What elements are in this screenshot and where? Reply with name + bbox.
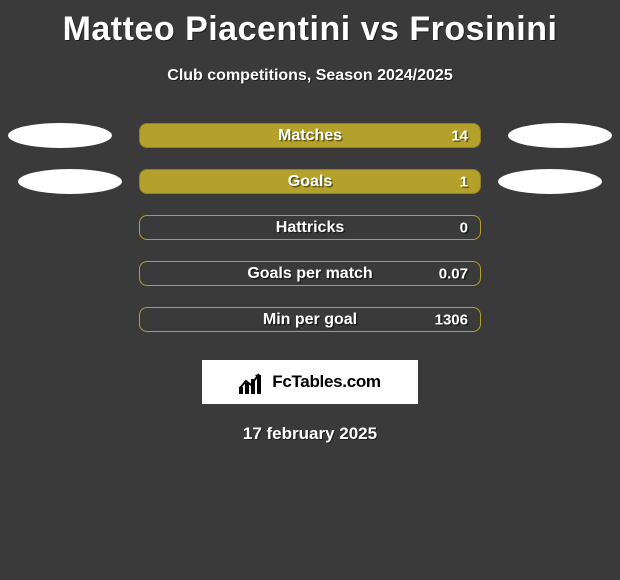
stat-bar: Goals per match 0.07	[139, 261, 481, 286]
stat-bar: Min per goal 1306	[139, 307, 481, 332]
ellipse-right	[508, 123, 612, 148]
barchart-icon	[239, 370, 267, 394]
brand-logo: FcTables.com	[202, 360, 418, 404]
stat-row-min-per-goal: Min per goal 1306	[0, 307, 620, 332]
stat-row-goals-per-match: Goals per match 0.07	[0, 261, 620, 286]
stat-row-hattricks: Hattricks 0	[0, 215, 620, 240]
stat-value: 14	[451, 127, 468, 144]
stat-row-matches: Matches 14	[0, 123, 620, 148]
stat-bar: Hattricks 0	[139, 215, 481, 240]
stat-label: Matches	[278, 127, 342, 145]
stat-label: Goals per match	[247, 265, 372, 283]
stat-value: 1306	[435, 311, 468, 328]
stat-bar: Matches 14	[139, 123, 481, 148]
stat-row-goals: Goals 1	[0, 169, 620, 194]
page-title: Matteo Piacentini vs Frosinini	[0, 0, 620, 49]
stat-value: 0.07	[439, 265, 468, 282]
stat-label: Min per goal	[263, 311, 357, 329]
stat-bar: Goals 1	[139, 169, 481, 194]
brand-logo-text: FcTables.com	[272, 372, 381, 392]
stat-value: 1	[460, 173, 468, 190]
ellipse-left	[8, 123, 112, 148]
ellipse-right	[498, 169, 602, 194]
stat-label: Hattricks	[276, 219, 344, 237]
date-label: 17 february 2025	[0, 424, 620, 444]
subtitle: Club competitions, Season 2024/2025	[0, 67, 620, 85]
stat-value: 0	[460, 219, 468, 236]
stats-container: Matches 14 Goals 1 Hattricks 0 Goals per…	[0, 123, 620, 332]
ellipse-left	[18, 169, 122, 194]
stat-label: Goals	[288, 173, 332, 191]
